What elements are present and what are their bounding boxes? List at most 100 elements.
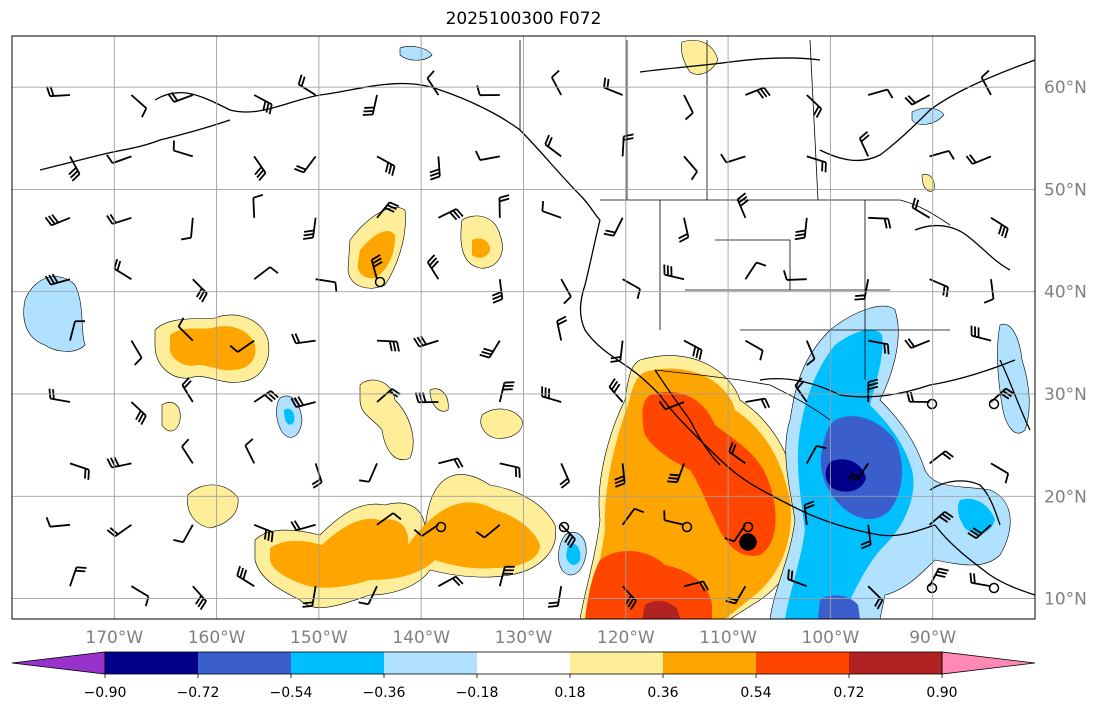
wind-barb — [929, 511, 954, 526]
colorbar-tick-label: 0.72 — [833, 685, 864, 701]
wind-barb — [376, 155, 396, 176]
positive-anomaly-region — [472, 238, 490, 258]
wind-barb — [608, 378, 624, 403]
station-marker — [435, 521, 447, 533]
wind-barb — [479, 340, 501, 359]
wind-barb — [728, 442, 746, 465]
colorbar-tick-label: 0.36 — [647, 685, 678, 701]
colorbar-segment — [663, 652, 757, 674]
colorbar-tick-label: −0.18 — [456, 685, 499, 701]
wind-barb — [805, 340, 816, 366]
wind-barb — [291, 333, 316, 345]
wind-barb — [303, 217, 317, 240]
longitude-tick-label: 130°W — [495, 628, 553, 648]
wind-barb — [667, 463, 685, 484]
wind-barb — [290, 520, 316, 532]
wind-barb — [860, 524, 872, 550]
wind-barb — [867, 585, 884, 610]
wind-barb — [253, 94, 273, 115]
wind-barb — [426, 70, 440, 96]
colorbar-segment — [756, 652, 850, 674]
wind-barb — [244, 438, 256, 464]
wind-barb — [413, 335, 439, 348]
us-state-line — [715, 239, 791, 290]
station-marker — [742, 521, 754, 533]
wind-barb — [806, 445, 827, 464]
latitude-tick-label: 60°N — [1044, 78, 1087, 98]
wind-barb — [787, 569, 808, 588]
wind-barb — [854, 279, 870, 301]
wind-barb — [253, 155, 267, 182]
wind-barb — [683, 580, 710, 592]
hudson-bay-coastline — [819, 59, 1035, 162]
wind-barb — [683, 155, 698, 181]
anomaly-shading — [23, 40, 1030, 619]
negative-anomaly-region — [957, 498, 995, 534]
wind-barb — [69, 462, 90, 480]
longitude-tick-label: 120°W — [597, 628, 655, 648]
wind-barb — [904, 94, 931, 106]
wind-barb — [868, 339, 890, 355]
longitude-tick-label: 160°W — [188, 628, 246, 648]
colorbar-tick-label: −0.36 — [363, 685, 406, 701]
wind-barb — [438, 208, 464, 221]
wind-barb — [302, 586, 317, 608]
wind-barb — [236, 565, 255, 587]
wind-barb — [44, 214, 71, 227]
station-marker — [681, 521, 693, 533]
wind-barb — [556, 315, 568, 341]
wind-barb — [370, 254, 383, 280]
positive-anomaly-region — [187, 484, 239, 529]
wind-barb — [663, 510, 685, 526]
wind-barb — [970, 325, 992, 342]
wind-barb — [621, 507, 645, 526]
wind-barb — [438, 457, 464, 469]
wind-barb — [610, 340, 624, 363]
negative-anomaly-region — [566, 543, 581, 565]
wind-barb — [499, 462, 521, 478]
latitude-tick-label: 20°N — [1044, 487, 1087, 507]
wind-barb — [736, 192, 749, 219]
wind-barb — [744, 339, 764, 361]
wind-barb — [980, 69, 992, 96]
positive-anomaly-region — [169, 325, 256, 371]
wind-barb — [253, 523, 274, 543]
wind-barb — [744, 261, 767, 280]
positive-anomaly-region — [357, 230, 396, 279]
wind-barb — [847, 462, 869, 481]
colorbar-over-triangle — [941, 651, 1036, 675]
wind-barb — [990, 462, 1010, 484]
wind-barb — [498, 381, 515, 403]
wind-barb — [929, 450, 954, 465]
station-markers — [374, 276, 1000, 594]
wind-barb — [550, 69, 562, 96]
latitude-labels: 10°N 20°N 30°N 40°N 50°N 60°N — [1044, 78, 1087, 609]
wind-barb — [44, 273, 71, 286]
colorbar-segment — [849, 652, 943, 674]
map-frame — [11, 35, 1036, 620]
central-america-coastline — [934, 524, 1035, 596]
wind-barb — [658, 400, 685, 411]
negative-anomaly-region — [23, 276, 86, 352]
wind-barb — [106, 154, 132, 164]
wind-barb — [547, 586, 563, 608]
wind-barb — [560, 278, 572, 305]
wind-barb — [720, 153, 746, 164]
map-title: 2025100300 F072 — [445, 9, 602, 29]
wind-barb — [614, 463, 626, 488]
colorbar-tick-label: 0.54 — [740, 685, 771, 701]
longitude-tick-label: 110°W — [699, 628, 757, 648]
wind-barb — [290, 396, 316, 409]
wind-barb — [181, 438, 194, 464]
positive-anomaly-region — [359, 379, 414, 460]
latitude-tick-label: 50°N — [1044, 180, 1087, 200]
wind-barb — [130, 401, 147, 425]
station-marker — [374, 276, 386, 288]
longitude-tick-label: 150°W — [290, 628, 348, 648]
wind-barb — [498, 194, 510, 218]
station-marker — [988, 398, 1000, 410]
west-coast-coastline — [579, 219, 936, 537]
wind-barb — [68, 155, 81, 182]
wind-barb — [130, 340, 143, 366]
longitude-tick-label: 100°W — [802, 628, 860, 648]
